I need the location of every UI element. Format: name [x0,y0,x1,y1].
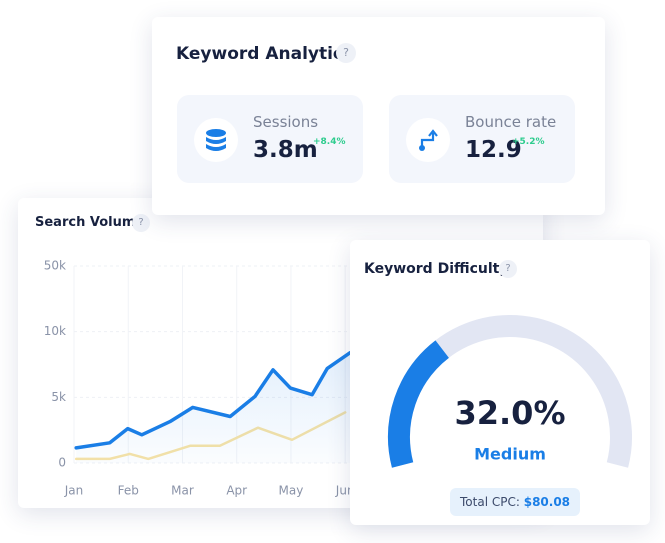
bounce-icon [419,129,438,151]
y-tick-label: 0 [58,456,66,470]
card-title: Search Volume [35,215,145,230]
card-title: Keyword Difficulty [364,261,509,277]
help-icon[interactable]: ? [499,260,517,278]
metric-value: 12.9 [465,137,522,163]
metric-icon [194,118,238,162]
metric-icon [406,118,450,162]
x-tick-label: Jun [335,484,355,498]
x-tick-label: Feb [118,484,139,498]
y-tick-label: 50k [44,259,66,273]
metric-change: +8.4% [313,137,346,147]
help-icon[interactable]: ? [336,43,356,63]
metric-card: Bounce rate 12.9 +5.2% [389,95,575,183]
keyword-analytics-card: Keyword Analytics ? Sessions 3.8m +8.4% [152,17,605,215]
line-chart: 0 5k 10k 50k Jan Feb Mar Apr May Jun [44,259,535,498]
y-tick-label: 5k [51,390,66,404]
x-tick-label: Mar [171,484,194,498]
x-tick-label: Jan [64,484,84,498]
area [76,352,351,463]
cpc-pill: Total CPC: $80.08 [450,488,581,516]
metric-change: +5.2% [512,137,545,147]
gauge: 32.0% Medium [388,315,632,468]
metric-label: Bounce rate [465,113,557,131]
gauge-fill [388,340,450,468]
help-icon[interactable]: ? [132,214,150,232]
x-tick-label: Apr [226,484,247,498]
y-tick-label: 10k [44,324,66,338]
metric-label: Sessions [253,113,319,131]
difficulty-level: Medium [474,445,546,464]
x-tick-label: May [279,484,304,498]
database-icon [206,129,226,151]
cpc-value: $80.08 [523,495,571,509]
card-title: Keyword Analytics [176,44,354,64]
gauge-value: 32.0% [454,394,565,432]
cpc-label: Total CPC: [460,495,520,509]
metric-card: Sessions 3.8m +8.4% [177,95,363,183]
metric-value: 3.8m [253,137,318,163]
keyword-difficulty-card: Keyword Difficulty ? 32.0% Medium Total … [350,240,650,525]
line [74,350,352,450]
